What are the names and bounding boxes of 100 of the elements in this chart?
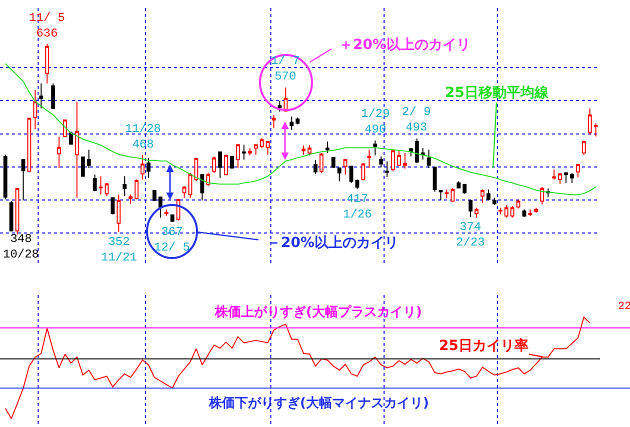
candlestick: [92, 174, 97, 192]
candlestick: [516, 198, 520, 209]
candlestick: [403, 152, 407, 170]
candlestick: [325, 140, 330, 154]
candlestick: [450, 187, 455, 202]
candlestick: [486, 188, 490, 201]
candlestick: [397, 150, 401, 167]
candlestick: [349, 166, 354, 184]
candlestick: [51, 83, 56, 110]
candlestick: [588, 108, 592, 136]
candlestick: [480, 188, 484, 204]
candlestick: [236, 144, 240, 168]
candlestick: [504, 204, 508, 218]
candlestick: [116, 194, 121, 232]
candlestick: [414, 138, 419, 164]
candlestick: [230, 156, 234, 170]
candlestick: [570, 172, 574, 184]
candlestick: [15, 188, 20, 236]
candlestick: [373, 140, 378, 156]
annotation: 1/29 490: [361, 107, 390, 137]
candlestick: [218, 150, 222, 178]
candlestick: [182, 186, 186, 198]
annotation: 374 2/23: [456, 220, 485, 250]
candlestick: [432, 166, 437, 192]
candlestick: [391, 149, 395, 172]
candlestick: [420, 148, 425, 160]
candlestick: [140, 154, 145, 180]
candlestick: [104, 182, 109, 197]
candlestick: [438, 190, 443, 201]
candlestick: [176, 198, 180, 222]
candlestick: [343, 159, 348, 176]
candlestick: [308, 144, 312, 156]
candlestick: [128, 194, 133, 204]
candlestick: [444, 188, 449, 199]
candlestick: [468, 200, 473, 218]
annotation: 1/ 7 570: [271, 54, 300, 84]
candlestick: [98, 176, 103, 195]
candlestick: [248, 148, 252, 156]
candlestick: [224, 154, 228, 176]
annotation: 352 11/21: [101, 235, 138, 265]
candlestick: [528, 208, 532, 216]
candlestick: [272, 114, 276, 129]
candlestick: [534, 207, 538, 214]
candlestick: [498, 207, 502, 215]
candlestick: [582, 140, 586, 156]
candlestick: [122, 176, 127, 197]
candlestick: [314, 160, 318, 174]
candlestick: [39, 83, 44, 109]
candlestick: [170, 214, 174, 222]
annotation: 417 1/26: [343, 192, 372, 222]
candlestick: [408, 148, 413, 157]
candlestick: [21, 159, 26, 201]
annotation: 11/28 468: [125, 122, 162, 152]
candlestick: [385, 160, 390, 178]
candlestick: [594, 122, 598, 137]
candlestick: [510, 206, 514, 218]
candlestick: [80, 156, 85, 177]
annotation: 367 12/ 5: [154, 225, 190, 255]
candlestick: [564, 172, 568, 184]
candlestick: [69, 131, 73, 146]
candlestick: [302, 144, 306, 156]
ref-line-label: 株価上がりすぎ(大幅プラスカイリ): [214, 304, 422, 320]
candlestick: [3, 154, 8, 200]
ref-line-label: 株価下がりすぎ(大幅マイナスカイリ): [208, 396, 429, 411]
candlestick: [290, 116, 294, 130]
candlestick: [552, 169, 556, 180]
candlestick: [212, 156, 216, 174]
candlestick: [320, 152, 324, 174]
annotation: 2/ 9 493: [402, 105, 431, 135]
candlestick: [266, 140, 270, 156]
candlestick: [278, 100, 282, 112]
candlestick: [462, 183, 467, 194]
candlestick: [242, 144, 246, 160]
candlestick: [86, 149, 91, 168]
candlestick: [134, 179, 139, 200]
candlestick: [492, 197, 496, 206]
candlestick: [331, 156, 336, 168]
candlestick: [164, 208, 168, 216]
candlestick: [576, 163, 580, 178]
candlestick: [254, 144, 258, 156]
text: 22: [618, 301, 630, 313]
candlestick: [152, 190, 156, 202]
candlestick: [540, 186, 544, 205]
candlestick: [158, 196, 162, 218]
candlestick: [558, 172, 562, 184]
candlestick: [74, 101, 79, 198]
candlestick: [260, 138, 264, 149]
candlestick: [379, 156, 384, 168]
candlestick: [426, 149, 431, 168]
candlestick: [474, 207, 478, 218]
candlestick: [456, 180, 461, 188]
annotation: 348 10/28: [3, 232, 40, 262]
candlestick: [45, 43, 50, 84]
candlestick: [57, 136, 62, 168]
candlestick: [33, 90, 38, 130]
annotation: 11/ 5 636: [29, 11, 66, 41]
legend-label: 25日カイリ率: [439, 337, 528, 354]
candlestick: [206, 172, 210, 187]
candlestick: [296, 117, 300, 125]
candlestick: [63, 119, 67, 137]
